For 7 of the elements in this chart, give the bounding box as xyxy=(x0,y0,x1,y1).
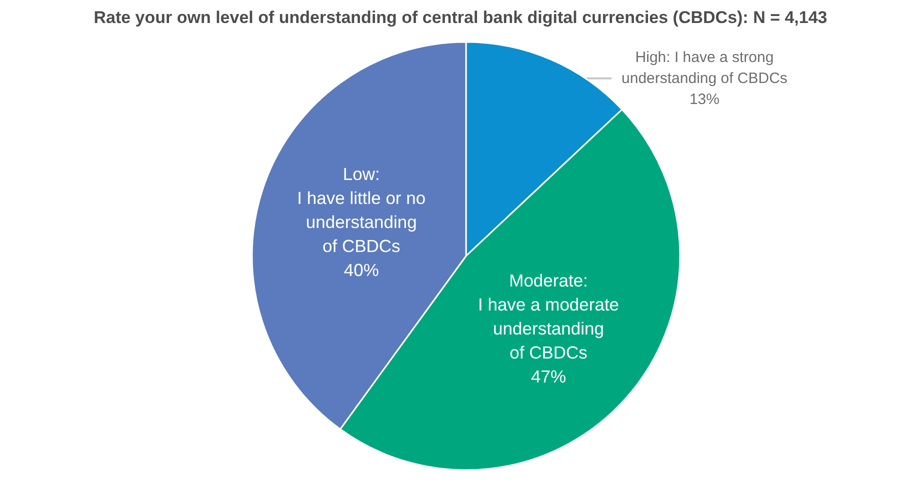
slice-label: Moderate: I have a moderate understanding of CBDCs xyxy=(478,270,620,363)
slice-label: Low: I have little or no understanding of CBDCs xyxy=(297,164,426,256)
data-label: 47% xyxy=(530,366,566,387)
data-label: 13% xyxy=(689,90,720,108)
chart-title: Rate your own level of understanding of central bank digital currencies (CBDCs): N = 4,143 xyxy=(94,8,828,27)
data-label: 40% xyxy=(344,260,379,280)
slice-label: High: I have a strong understanding of CBDCs xyxy=(622,48,788,87)
